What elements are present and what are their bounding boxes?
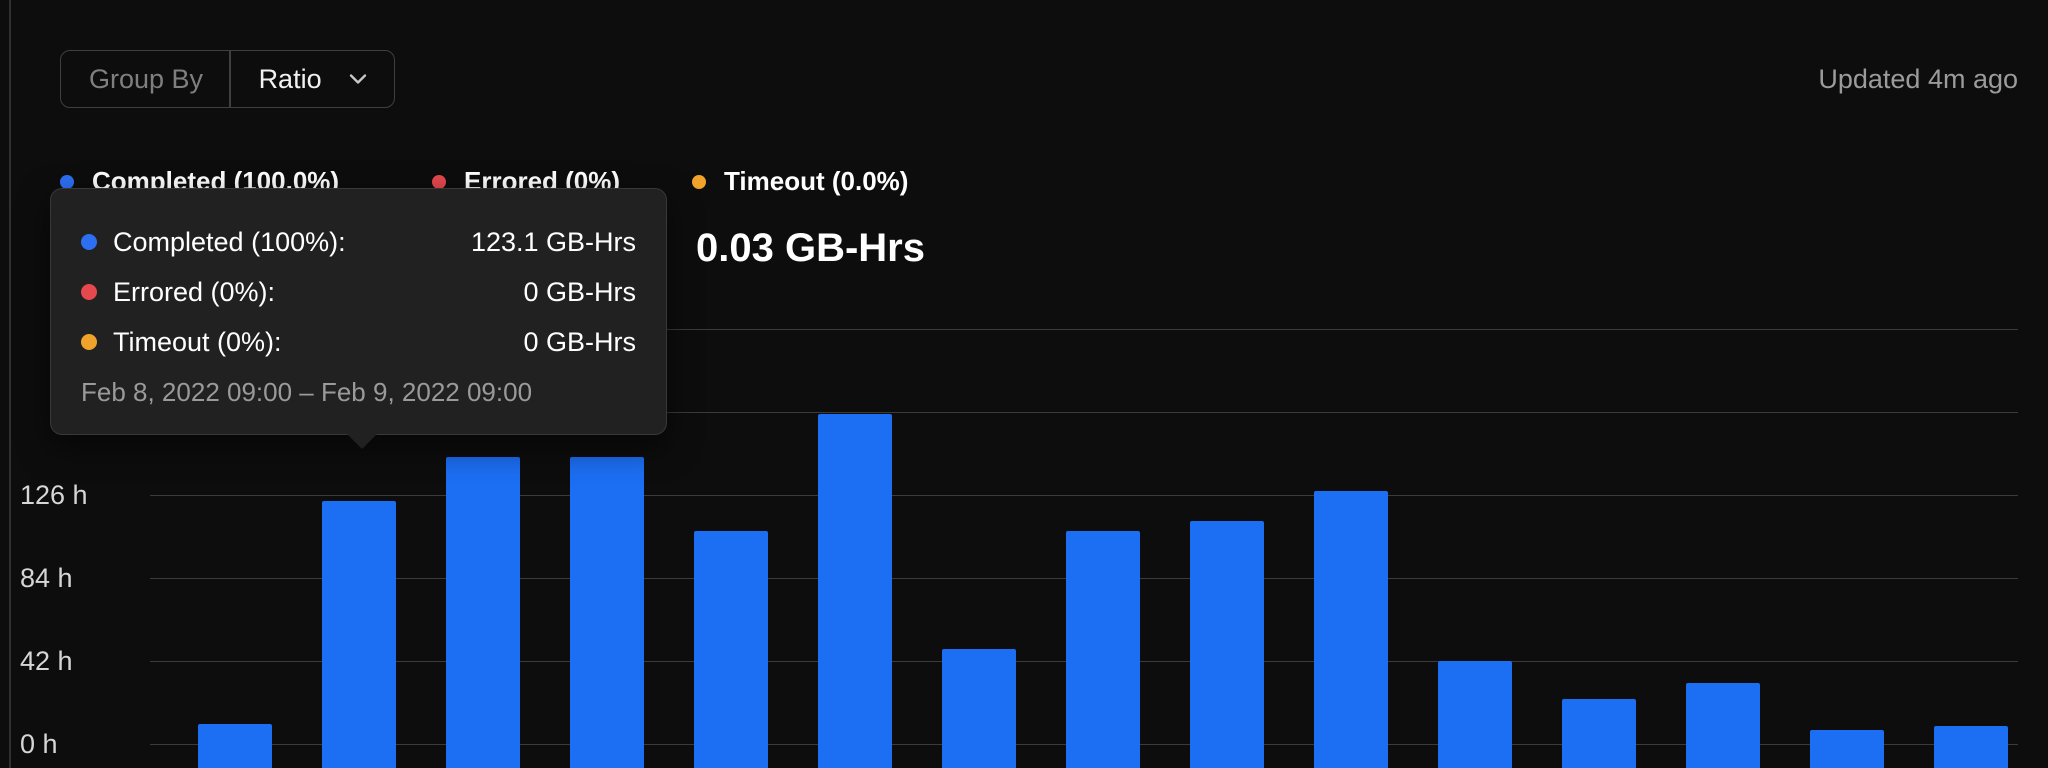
gridline [150, 329, 2018, 331]
bar-7[interactable] [1066, 530, 1140, 768]
bar-2[interactable] [446, 457, 520, 768]
legend-label-timeout: Timeout (0.0%) [724, 166, 909, 196]
tooltip-value: 0 GB-Hrs [523, 276, 636, 307]
bar-0[interactable] [198, 724, 272, 768]
bar-14[interactable] [1934, 726, 2008, 768]
y-axis-label: 84 h [20, 563, 73, 594]
timeout-dot-icon [81, 334, 97, 350]
y-axis-label: 0 h [20, 729, 58, 759]
chart-tooltip: Completed (100%): 123.1 GB-Hrs Errored (… [50, 188, 667, 449]
timeout-headline-value: 0.03 GB-Hrs [696, 226, 925, 270]
tooltip-row-timeout: Timeout (0%): 0 GB-Hrs [81, 317, 636, 367]
y-axis-label: 42 h [20, 646, 73, 676]
bar-8[interactable] [1190, 520, 1264, 768]
group-by-control[interactable]: Group By Ratio [60, 50, 395, 108]
chevron-down-icon [349, 74, 366, 84]
errored-dot-icon [432, 174, 446, 189]
y-axis-label: 126 h [20, 480, 88, 511]
errored-dot-icon [81, 284, 97, 300]
group-by-label: Group By [89, 63, 204, 94]
bar-1[interactable] [322, 500, 396, 768]
tooltip-value: 0 GB-Hrs [523, 326, 636, 357]
tooltip-caret-icon [345, 432, 379, 449]
bar-6[interactable] [942, 649, 1016, 768]
legend-item-timeout[interactable]: Timeout (0.0%) [692, 166, 908, 197]
bar-9[interactable] [1314, 491, 1388, 768]
gridline [150, 412, 2018, 414]
group-by-selected-value: Ratio [258, 63, 322, 94]
tooltip-row-errored: Errored (0%): 0 GB-Hrs [81, 267, 636, 317]
bar-13[interactable] [1810, 730, 1884, 768]
bar-12[interactable] [1686, 682, 1760, 768]
tooltip-value: 123.1 GB-Hrs [470, 226, 636, 257]
bar-11[interactable] [1562, 698, 1636, 768]
panel-left-border [9, 0, 11, 768]
gridline [150, 495, 2018, 497]
completed-dot-icon [81, 234, 97, 250]
tooltip-row-completed: Completed (100%): 123.1 GB-Hrs [81, 217, 636, 267]
tooltip-label: Errored (0%): [113, 276, 276, 307]
group-by-divider [229, 51, 231, 107]
timeout-dot-icon [692, 174, 706, 189]
bar-3[interactable] [570, 457, 644, 768]
updated-timestamp: Updated 4m ago [1818, 64, 2018, 94]
bar-4[interactable] [694, 530, 768, 768]
bar-10[interactable] [1438, 661, 1512, 768]
tooltip-timerange: Feb 8, 2022 09:00 – Feb 9, 2022 09:00 [81, 377, 533, 407]
bar-5[interactable] [818, 414, 892, 768]
tooltip-label: Completed (100%): [113, 226, 346, 257]
tooltip-label: Timeout (0%): [113, 326, 282, 357]
completed-dot-icon [60, 174, 74, 189]
